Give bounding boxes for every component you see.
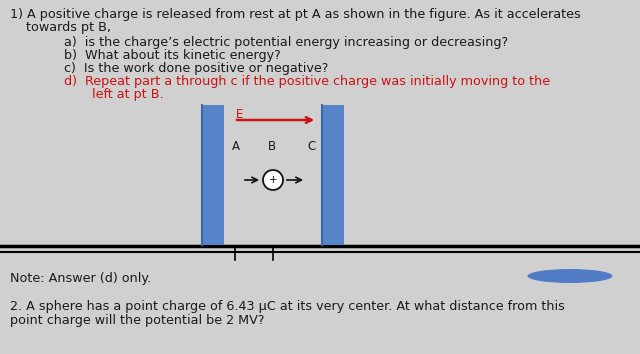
Bar	[202, 105, 224, 245]
Text: c)  Is the work done positive or negative?: c) Is the work done positive or negative…	[64, 62, 328, 75]
Text: 1) A positive charge is released from rest at pt A as shown in the figure. As it: 1) A positive charge is released from re…	[10, 8, 580, 21]
Ellipse shape	[527, 269, 612, 283]
Text: B: B	[268, 140, 276, 153]
Text: a)  is the charge’s electric potential energy increasing or decreasing?: a) is the charge’s electric potential en…	[64, 36, 508, 49]
Text: d)  Repeat part a through c if the positive charge was initially moving to the: d) Repeat part a through c if the positi…	[64, 75, 550, 88]
Circle shape	[263, 170, 283, 190]
Text: E: E	[236, 108, 243, 121]
Text: point charge will the potential be 2 MV?: point charge will the potential be 2 MV?	[10, 314, 264, 327]
Text: 2. A sphere has a point charge of 6.43 μC at its very center. At what distance f: 2. A sphere has a point charge of 6.43 μ…	[10, 300, 564, 313]
Text: Note: Answer (d) only.: Note: Answer (d) only.	[10, 272, 151, 285]
Text: A: A	[232, 140, 240, 153]
Text: left at pt B.: left at pt B.	[64, 88, 164, 101]
Text: b)  What about its kinetic energy?: b) What about its kinetic energy?	[64, 49, 281, 62]
Text: C: C	[307, 140, 316, 153]
Text: +: +	[269, 175, 277, 185]
Text: towards pt B,: towards pt B,	[10, 21, 111, 34]
Bar	[322, 105, 344, 245]
